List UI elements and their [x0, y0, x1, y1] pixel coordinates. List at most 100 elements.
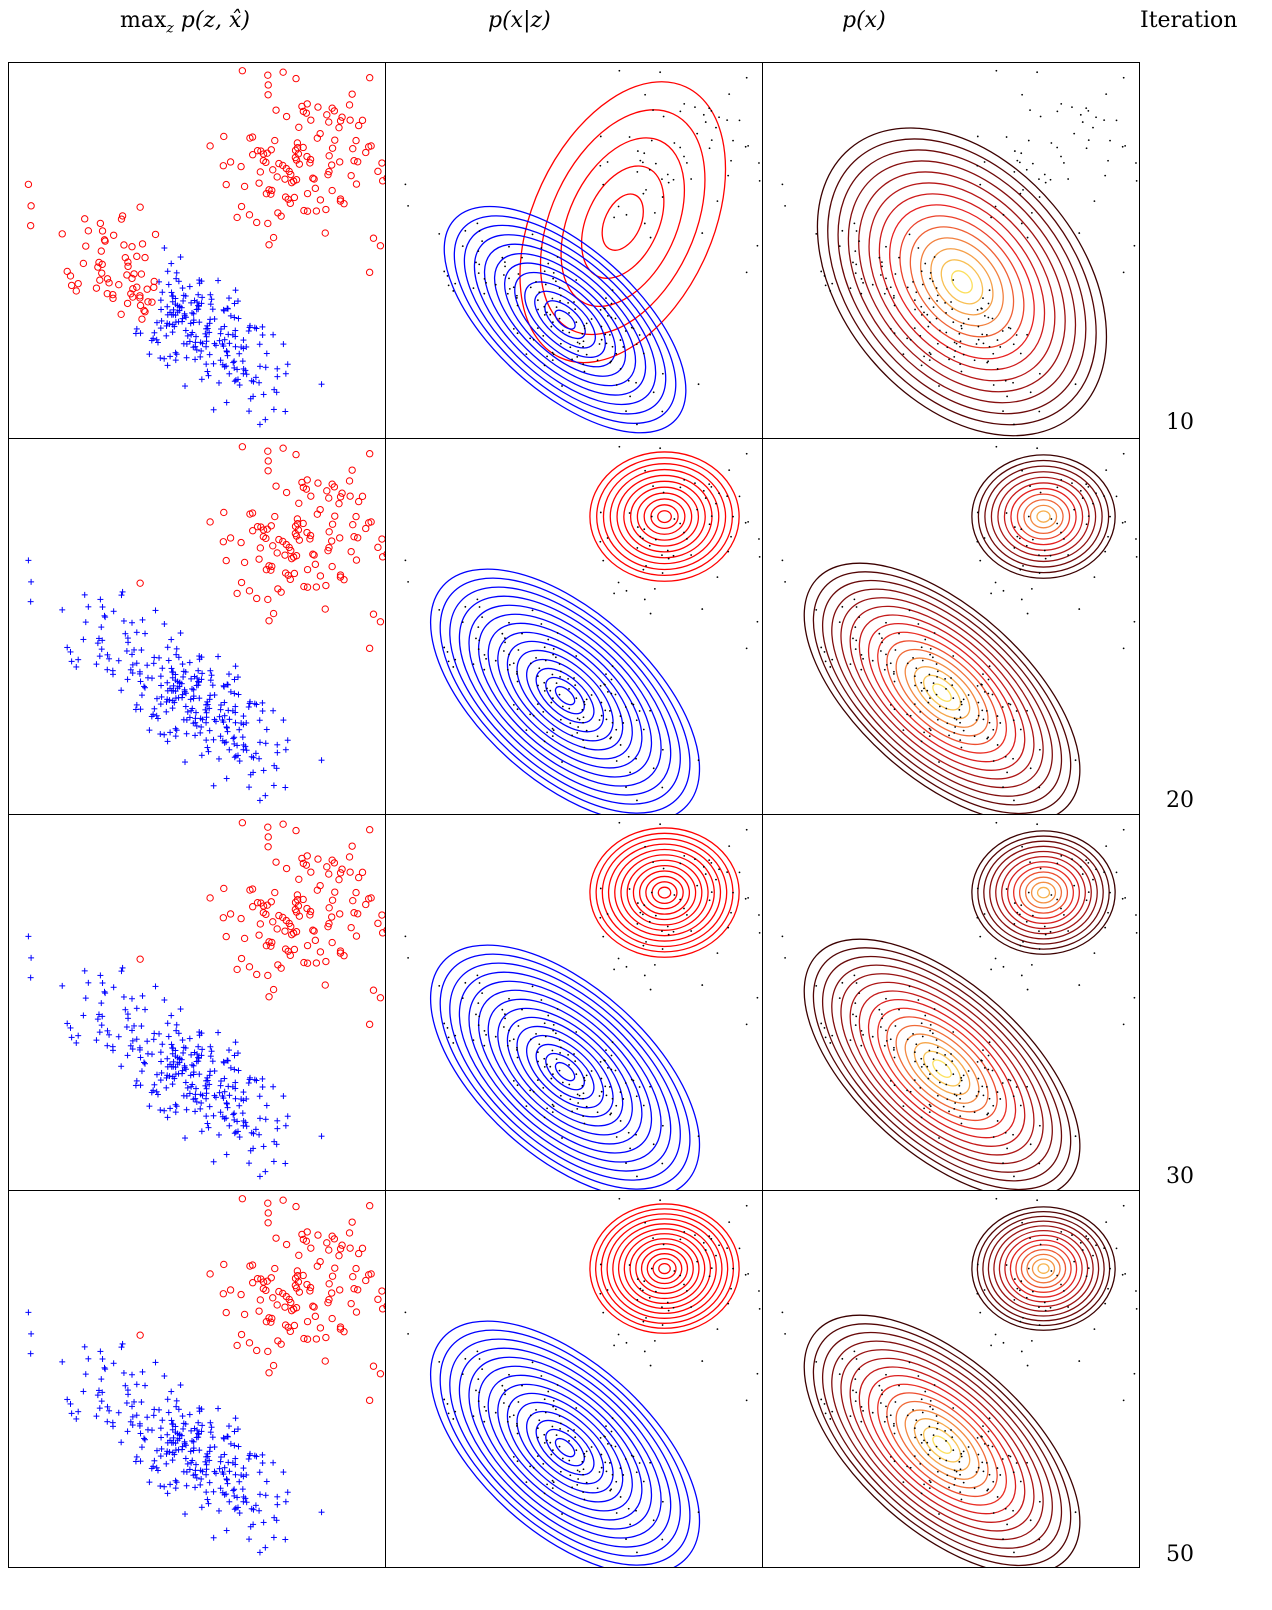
data-point	[981, 709, 984, 712]
data-point	[672, 1306, 675, 1309]
data-point	[504, 261, 506, 263]
density-b-contour	[877, 1007, 1008, 1130]
data-point	[575, 279, 578, 281]
cluster-a-marker	[263, 149, 271, 157]
data-point	[599, 1060, 602, 1063]
data-point	[583, 746, 586, 749]
cluster-a-marker	[346, 492, 354, 500]
data-point	[986, 361, 989, 364]
data-point	[481, 992, 484, 994]
data-point	[602, 935, 605, 938]
data-point	[542, 710, 545, 713]
data-point	[784, 580, 786, 583]
data-point	[1022, 940, 1024, 943]
cluster-a-marker	[374, 167, 382, 176]
cluster-b-marker	[104, 651, 111, 658]
cluster-b-marker	[187, 320, 194, 327]
data-point	[849, 1415, 852, 1418]
data-point	[639, 535, 642, 538]
cluster-b-marker	[259, 323, 266, 330]
data-point	[683, 907, 685, 910]
data-point	[546, 1063, 548, 1066]
cluster-a-marker	[328, 161, 336, 169]
data-point	[1074, 1511, 1077, 1514]
data-point	[1013, 923, 1016, 925]
cluster-b-contour	[493, 252, 637, 387]
cluster-b-marker	[273, 765, 280, 772]
cluster-b-marker	[173, 727, 180, 734]
data-point	[516, 673, 518, 675]
cluster-a-marker	[263, 525, 271, 533]
cluster-a-marker	[255, 555, 263, 563]
cluster-b-marker	[182, 669, 189, 675]
cluster-a-contour	[651, 881, 678, 905]
cluster-b-marker	[198, 1099, 205, 1106]
cluster-b-contour	[487, 622, 643, 769]
header-conditional: p(x|z)	[488, 8, 551, 33]
cluster-b-marker	[151, 654, 158, 661]
data-point	[1081, 497, 1084, 499]
density-a-contour	[1009, 1239, 1078, 1298]
data-point	[1115, 119, 1118, 122]
cluster-b-marker	[146, 351, 153, 358]
cluster-a-marker	[264, 447, 272, 455]
cluster-a-marker	[378, 929, 385, 937]
data-point	[715, 502, 717, 505]
cluster-a-marker	[237, 1330, 246, 1339]
data-point	[628, 136, 631, 138]
cluster-a-marker	[310, 551, 318, 559]
data-point	[855, 1358, 858, 1360]
data-point	[1025, 168, 1028, 171]
data-point	[504, 1017, 506, 1020]
data-point	[447, 660, 450, 663]
data-point	[609, 361, 612, 364]
data-point	[625, 213, 628, 216]
cluster-b-marker	[232, 1079, 239, 1086]
cluster-b-marker	[193, 333, 199, 340]
cluster-b-marker	[176, 1056, 183, 1063]
cluster-b-marker	[234, 674, 241, 681]
data-point	[504, 1013, 506, 1015]
cluster-a-marker	[299, 483, 308, 492]
data-point	[1043, 549, 1046, 552]
cluster-b-marker	[157, 1049, 164, 1056]
cluster-b-marker	[270, 1158, 277, 1165]
cluster-a-marker	[256, 168, 265, 176]
cluster-a-marker	[150, 283, 158, 292]
iteration-label-30: 30	[1166, 1164, 1194, 1189]
cluster-b-marker	[179, 285, 186, 292]
data-point	[610, 678, 613, 681]
cluster-b-marker	[231, 378, 238, 385]
data-point	[547, 1014, 550, 1017]
cluster-a-marker	[287, 930, 296, 939]
cluster-b-marker	[123, 1024, 130, 1030]
data-point	[627, 1131, 630, 1134]
data-point	[546, 311, 548, 314]
data-point	[1049, 930, 1052, 933]
data-point	[1021, 93, 1024, 96]
cluster-a-marker	[248, 133, 257, 141]
data-point	[927, 1453, 930, 1456]
data-point	[551, 1049, 554, 1052]
data-point	[598, 1095, 601, 1097]
data-point	[1079, 489, 1082, 492]
data-point	[461, 1373, 464, 1376]
data-point	[582, 345, 584, 348]
data-point	[1079, 865, 1082, 868]
cluster-b-marker	[154, 339, 161, 346]
cluster-b-marker	[221, 683, 228, 690]
cluster-b-marker	[203, 1095, 210, 1102]
cluster-b-marker	[75, 1408, 82, 1415]
cluster-b-marker	[158, 317, 165, 324]
data-point	[643, 974, 646, 977]
data-point	[561, 329, 564, 332]
data-point	[568, 707, 571, 710]
cluster-a-marker	[292, 74, 300, 83]
data-point	[858, 992, 861, 994]
data-point	[919, 710, 922, 713]
cluster-b-marker	[190, 344, 197, 351]
cluster-b-marker	[119, 588, 126, 595]
cluster-a-marker	[325, 528, 333, 536]
cluster-b-marker	[127, 1418, 134, 1425]
cluster-b-marker	[226, 1423, 232, 1430]
